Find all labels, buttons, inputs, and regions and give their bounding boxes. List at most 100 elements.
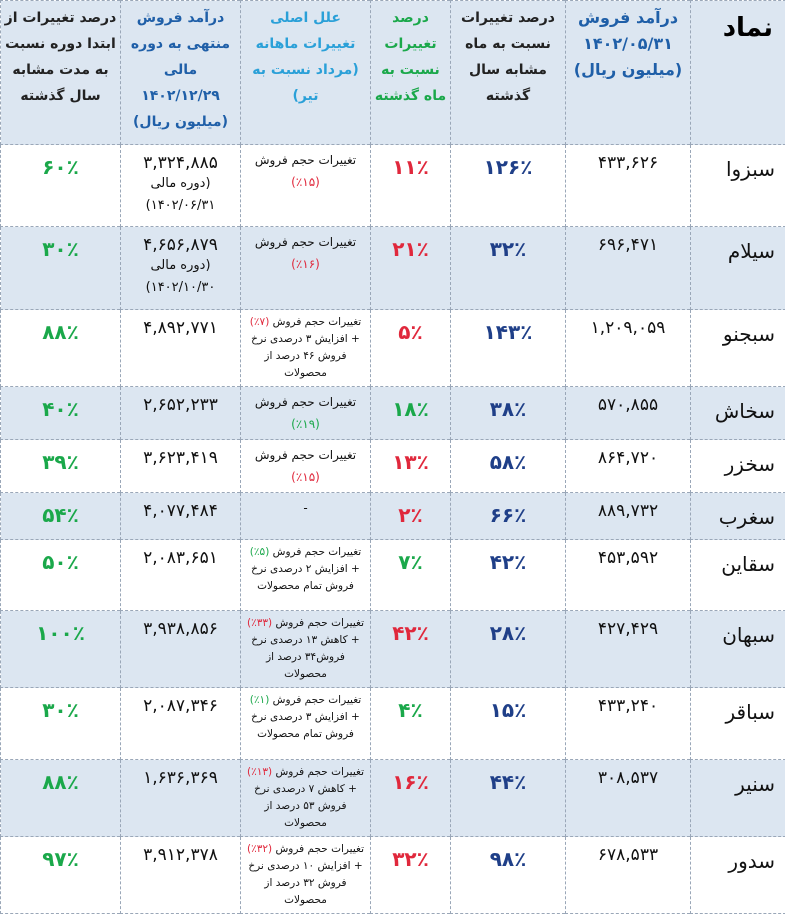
cause-detail: + کاهش ۷ درصدی نرخ فروش ۵۳ درصد از محصول… <box>254 783 357 829</box>
mom-cell: ۱۸٪ <box>371 387 451 440</box>
period-sales-value: ۲,۰۸۳,۶۵۱ <box>143 548 218 568</box>
cause-detail: + افزایش ۲ درصدی نرخ فروش تمام محصولات <box>251 563 360 592</box>
period-note: (دوره مالی ۱۴۰۲/۱۰/۳۰) <box>124 255 237 299</box>
cause-text: تغییرات حجم فروش <box>275 843 364 855</box>
cause-cell: - <box>241 493 371 540</box>
yoy-cell: ۱۵٪ <box>451 688 566 760</box>
period-change-cell: ۹۷٪ <box>1 837 121 914</box>
cause-cell: تغییرات حجم فروش (۳۳٪) + کاهش ۱۳ درصدی ن… <box>241 611 371 688</box>
mom-cell: ۳۲٪ <box>371 837 451 914</box>
period-change-cell: ۱۰۰٪ <box>1 611 121 688</box>
cause-text: تغییرات حجم فروش <box>255 448 356 462</box>
header-period-change: درصد تغییرات از ابتدا دوره نسبت به مدت م… <box>1 1 121 145</box>
period-note: (دوره مالی ۱۴۰۲/۰۶/۳۱) <box>124 173 237 217</box>
cause-text: تغییرات حجم فروش <box>255 395 356 409</box>
period-change-cell: ۳۰٪ <box>1 227 121 310</box>
symbol-cell: سنیر <box>691 760 785 837</box>
period-sales-cell: ۳,۶۲۳,۴۱۹ <box>121 440 241 493</box>
cause-detail: + افزایش ۳ درصدی نرخ فروش ۴۶ درصد از محص… <box>251 333 360 379</box>
cause-percent: (۱۳٪) <box>247 766 272 778</box>
symbol-cell: سبجنو <box>691 310 785 387</box>
sales-cell: ۵۷۰,۸۵۵ <box>566 387 691 440</box>
sales-cell: ۸۸۹,۷۳۲ <box>566 493 691 540</box>
period-sales-cell: ۴,۸۹۲,۷۷۱ <box>121 310 241 387</box>
symbol-cell: سقاین <box>691 540 785 611</box>
cause-cell: تغییرات حجم فروش (۱۵٪) <box>241 440 371 493</box>
header-sales: درآمد فروش ۱۴۰۲/۰۵/۳۱ (میلیون ریال) <box>566 1 691 145</box>
mom-cell: ۷٪ <box>371 540 451 611</box>
cause-cell: تغییرات حجم فروش (۱۶٪) <box>241 227 371 310</box>
period-sales-value: ۳,۶۲۳,۴۱۹ <box>143 448 218 468</box>
period-sales-cell: ۳,۹۱۲,۳۷۸ <box>121 837 241 914</box>
period-change-cell: ۸۸٪ <box>1 310 121 387</box>
symbol-cell: سغرب <box>691 493 785 540</box>
sales-cell: ۱,۲۰۹,۰۵۹ <box>566 310 691 387</box>
period-sales-cell: ۲,۰۸۷,۳۴۶ <box>121 688 241 760</box>
cause-text: تغییرات حجم فروش <box>275 766 364 778</box>
cause-cell: تغییرات حجم فروش (۱۵٪) <box>241 145 371 227</box>
period-sales-value: ۳,۳۲۴,۸۸۵ <box>143 153 218 173</box>
cause-percent: (۱۶٪) <box>291 257 320 271</box>
period-sales-value: ۱,۶۳۶,۳۶۹ <box>143 768 218 788</box>
cause-text: - <box>303 501 307 515</box>
period-change-cell: ۳۰٪ <box>1 688 121 760</box>
cause-percent: (۳۳٪) <box>247 617 272 629</box>
cause-percent: (۱۵٪) <box>291 175 320 189</box>
period-sales-cell: ۲,۰۸۳,۶۵۱ <box>121 540 241 611</box>
cause-cell: تغییرات حجم فروش (۱۹٪) <box>241 387 371 440</box>
header-mom: درصد تغییرات نسبت به ماه گذشته <box>371 1 451 145</box>
sales-cell: ۳۰۸,۵۳۷ <box>566 760 691 837</box>
cause-percent: (۷٪) <box>250 316 270 328</box>
yoy-cell: ۳۸٪ <box>451 387 566 440</box>
sales-cell: ۴۳۳,۶۲۶ <box>566 145 691 227</box>
sales-cell: ۶۹۶,۴۷۱ <box>566 227 691 310</box>
sales-cell: ۴۳۳,۲۴۰ <box>566 688 691 760</box>
yoy-cell: ۴۴٪ <box>451 760 566 837</box>
period-sales-value: ۴,۸۹۲,۷۷۱ <box>143 318 218 338</box>
cause-cell: تغییرات حجم فروش (۱٪) + افزایش ۳ درصدی ن… <box>241 688 371 760</box>
sales-cell: ۴۲۷,۴۲۹ <box>566 611 691 688</box>
yoy-cell: ۱۲۶٪ <box>451 145 566 227</box>
cause-cell: تغییرات حجم فروش (۱۳٪) + کاهش ۷ درصدی نر… <box>241 760 371 837</box>
sales-cell: ۴۵۳,۵۹۲ <box>566 540 691 611</box>
period-sales-value: ۳,۹۳۸,۸۵۶ <box>143 619 218 639</box>
yoy-cell: ۲۸٪ <box>451 611 566 688</box>
mom-cell: ۴٪ <box>371 688 451 760</box>
cause-text: تغییرات حجم فروش <box>273 546 362 558</box>
cause-text: تغییرات حجم فروش <box>275 617 364 629</box>
period-change-cell: ۵۰٪ <box>1 540 121 611</box>
cause-detail: + کاهش ۱۳ درصدی نرخ فروش۳۴ درصد از محصول… <box>251 634 359 680</box>
yoy-cell: ۵۸٪ <box>451 440 566 493</box>
cause-text: تغییرات حجم فروش <box>255 153 356 167</box>
mom-cell: ۲۱٪ <box>371 227 451 310</box>
header-yoy: درصد تغییرات نسبت به ماه مشابه سال گذشته <box>451 1 566 145</box>
mom-cell: ۱۶٪ <box>371 760 451 837</box>
cause-text: تغییرات حجم فروش <box>255 235 356 249</box>
cause-cell: تغییرات حجم فروش (۳۲٪) + افزایش ۱۰ درصدی… <box>241 837 371 914</box>
cause-text: تغییرات حجم فروش <box>273 316 362 328</box>
period-sales-cell: ۴,۰۷۷,۴۸۴ <box>121 493 241 540</box>
header-symbol: نماد <box>691 1 785 145</box>
yoy-cell: ۳۲٪ <box>451 227 566 310</box>
yoy-cell: ۴۲٪ <box>451 540 566 611</box>
header-cause: علل اصلی تغییرات ماهانه (مرداد نسبت به ت… <box>241 1 371 145</box>
sales-cell: ۸۶۴,۷۲۰ <box>566 440 691 493</box>
symbol-cell: سبهان <box>691 611 785 688</box>
yoy-cell: ۱۴۳٪ <box>451 310 566 387</box>
period-sales-value: ۲,۶۵۲,۲۳۳ <box>143 395 218 415</box>
period-change-cell: ۴۰٪ <box>1 387 121 440</box>
symbol-cell: سخزر <box>691 440 785 493</box>
cause-detail: + افزایش ۳ درصدی نرخ فروش تمام محصولات <box>251 711 360 740</box>
period-change-cell: ۸۸٪ <box>1 760 121 837</box>
period-sales-value: ۳,۹۱۲,۳۷۸ <box>143 845 218 865</box>
mom-cell: ۵٪ <box>371 310 451 387</box>
mom-cell: ۲٪ <box>371 493 451 540</box>
